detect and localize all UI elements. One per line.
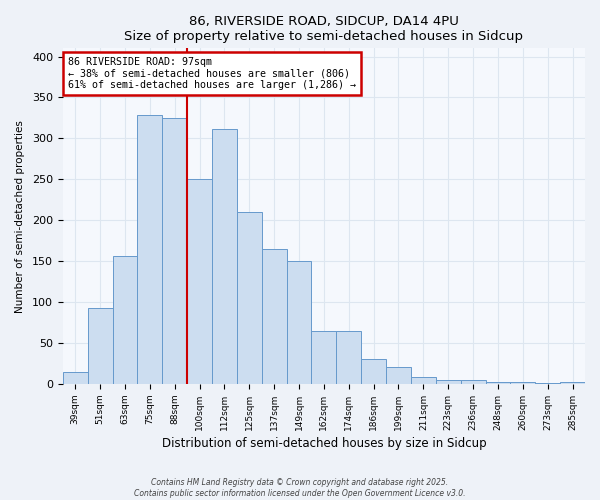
Bar <box>436 380 461 384</box>
Bar <box>187 180 212 384</box>
Bar <box>511 382 535 384</box>
X-axis label: Distribution of semi-detached houses by size in Sidcup: Distribution of semi-detached houses by … <box>161 437 486 450</box>
Text: Contains HM Land Registry data © Crown copyright and database right 2025.
Contai: Contains HM Land Registry data © Crown c… <box>134 478 466 498</box>
Bar <box>162 118 187 384</box>
Bar <box>212 128 237 384</box>
Title: 86, RIVERSIDE ROAD, SIDCUP, DA14 4PU
Size of property relative to semi-detached : 86, RIVERSIDE ROAD, SIDCUP, DA14 4PU Siz… <box>124 15 523 43</box>
Bar <box>361 360 386 384</box>
Bar <box>237 212 262 384</box>
Bar <box>461 380 485 384</box>
Bar <box>137 116 162 384</box>
Bar <box>386 367 411 384</box>
Bar <box>311 330 337 384</box>
Bar <box>63 372 88 384</box>
Bar <box>88 308 113 384</box>
Bar <box>560 382 585 384</box>
Bar <box>287 261 311 384</box>
Y-axis label: Number of semi-detached properties: Number of semi-detached properties <box>15 120 25 312</box>
Bar <box>411 376 436 384</box>
Bar <box>262 249 287 384</box>
Bar <box>485 382 511 384</box>
Text: 86 RIVERSIDE ROAD: 97sqm
← 38% of semi-detached houses are smaller (806)
61% of : 86 RIVERSIDE ROAD: 97sqm ← 38% of semi-d… <box>68 56 356 90</box>
Bar <box>113 256 137 384</box>
Bar <box>535 383 560 384</box>
Bar <box>337 330 361 384</box>
